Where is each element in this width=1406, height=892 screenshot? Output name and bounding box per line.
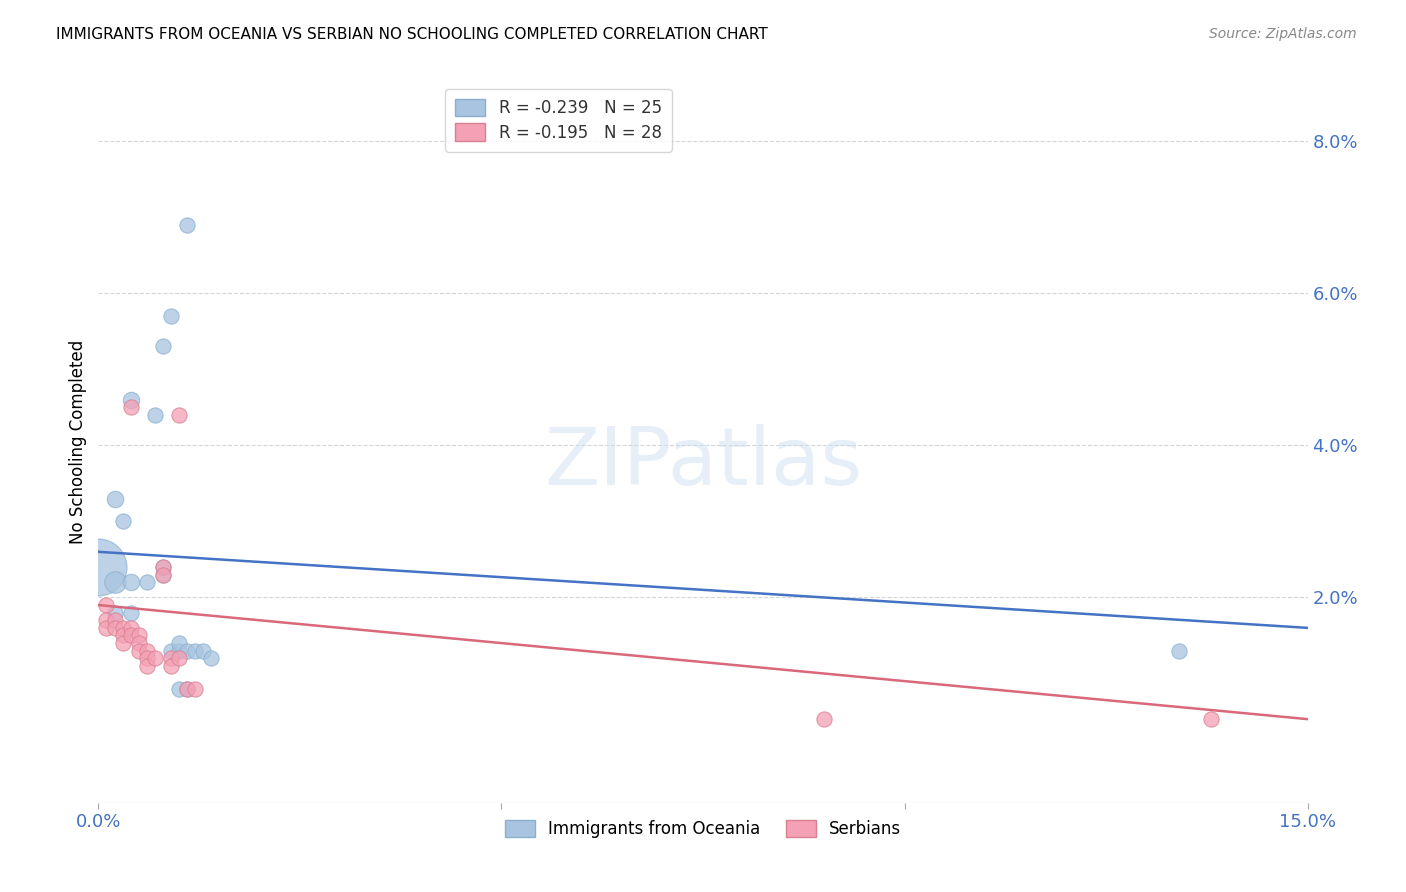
Point xyxy=(135,643,157,657)
Point xyxy=(111,515,134,529)
Point xyxy=(143,651,166,665)
Point xyxy=(160,651,183,665)
Point xyxy=(103,575,125,590)
Point xyxy=(193,643,215,657)
Point xyxy=(176,218,198,232)
Point xyxy=(120,621,142,635)
Text: Source: ZipAtlas.com: Source: ZipAtlas.com xyxy=(1209,27,1357,41)
Point xyxy=(96,598,118,612)
Point xyxy=(160,643,183,657)
Point xyxy=(111,628,134,642)
Y-axis label: No Schooling Completed: No Schooling Completed xyxy=(69,340,87,543)
Point xyxy=(120,628,142,642)
Point xyxy=(160,659,183,673)
Text: ZIPatlas: ZIPatlas xyxy=(544,425,862,502)
Point xyxy=(813,712,835,726)
Point xyxy=(176,643,198,657)
Point xyxy=(160,309,183,323)
Point xyxy=(200,651,222,665)
Point xyxy=(103,613,125,627)
Point xyxy=(120,401,142,415)
Point xyxy=(128,636,150,650)
Point xyxy=(96,613,118,627)
Point xyxy=(167,636,190,650)
Point xyxy=(120,606,142,620)
Point xyxy=(184,643,207,657)
Point xyxy=(152,560,174,574)
Point xyxy=(96,621,118,635)
Point xyxy=(152,339,174,353)
Point xyxy=(128,643,150,657)
Point xyxy=(111,621,134,635)
Point xyxy=(103,606,125,620)
Legend: Immigrants from Oceania, Serbians: Immigrants from Oceania, Serbians xyxy=(498,814,908,845)
Point xyxy=(120,392,142,407)
Point xyxy=(184,681,207,696)
Point xyxy=(176,681,198,696)
Point xyxy=(103,621,125,635)
Point xyxy=(176,681,198,696)
Point xyxy=(152,567,174,582)
Point xyxy=(152,560,174,574)
Point xyxy=(135,659,157,673)
Point xyxy=(135,651,157,665)
Point xyxy=(167,651,190,665)
Point xyxy=(152,567,174,582)
Point xyxy=(111,636,134,650)
Point xyxy=(143,408,166,422)
Point xyxy=(167,681,190,696)
Point xyxy=(1167,643,1189,657)
Point xyxy=(120,575,142,590)
Text: IMMIGRANTS FROM OCEANIA VS SERBIAN NO SCHOOLING COMPLETED CORRELATION CHART: IMMIGRANTS FROM OCEANIA VS SERBIAN NO SC… xyxy=(56,27,768,42)
Point xyxy=(167,408,190,422)
Point xyxy=(87,560,110,574)
Point xyxy=(103,491,125,506)
Point xyxy=(135,575,157,590)
Point xyxy=(167,643,190,657)
Point xyxy=(128,628,150,642)
Point xyxy=(1199,712,1222,726)
